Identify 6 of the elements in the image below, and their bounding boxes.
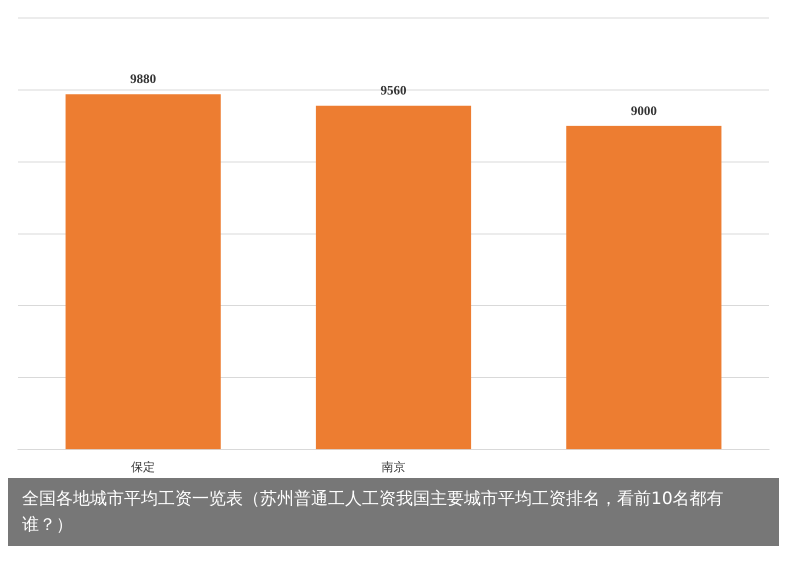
x-tick-label: 南京: [382, 460, 406, 474]
text: 全国各地城市平均工资一览表（苏州普通工人工资我国主要城市平均工资排名，看前10名都有谁？）: [8, 478, 779, 546]
data-label: 9000: [630, 102, 657, 118]
data-label: 9560: [380, 82, 406, 98]
data-label: 9880: [130, 71, 156, 86]
x-tick-label: 保定: [131, 460, 156, 474]
